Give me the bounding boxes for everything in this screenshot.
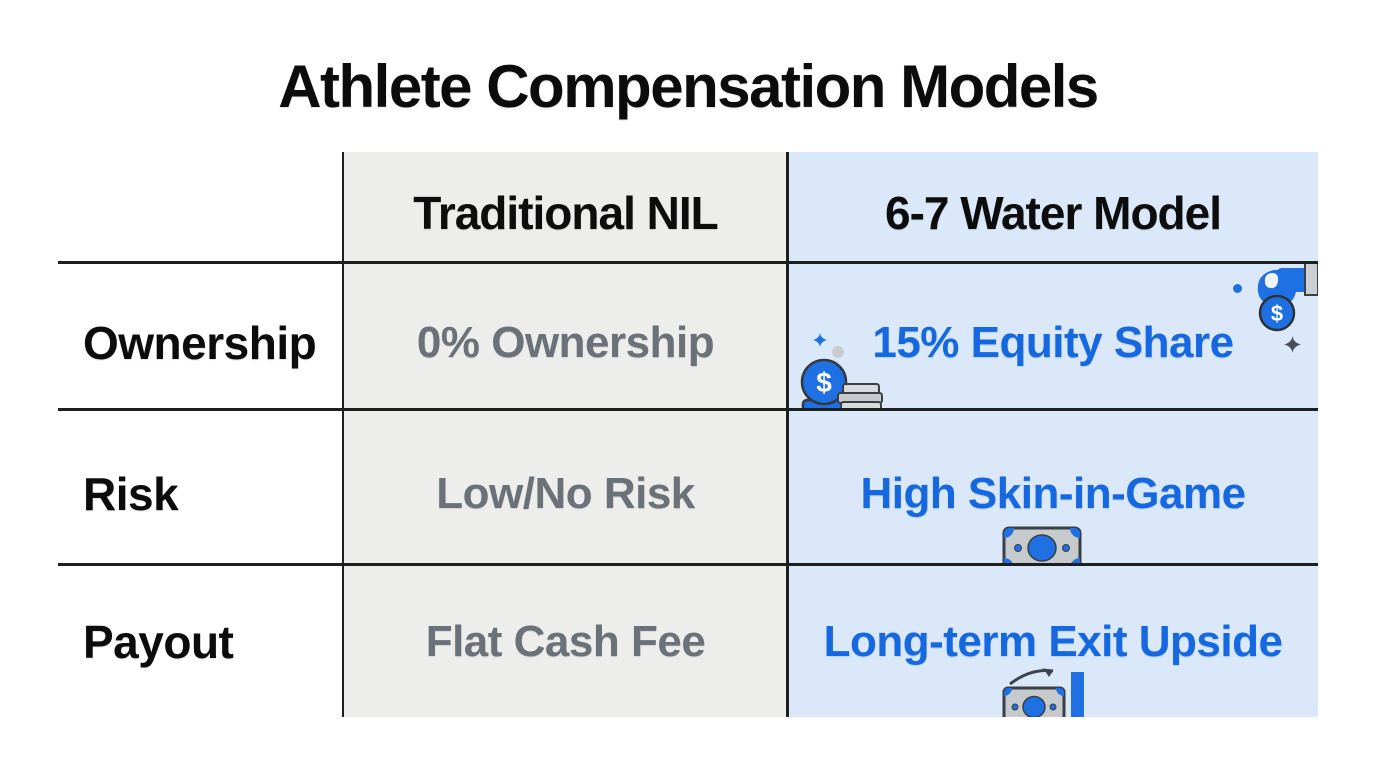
row-label-payout: Payout — [83, 616, 234, 668]
table-grid-line-horizontal — [58, 408, 1318, 411]
cell-water-payout: Long-term Exit Upside — [823, 617, 1283, 666]
table-grid-line-vertical — [342, 152, 344, 717]
table-grid-line-vertical — [786, 152, 789, 717]
sparkle-icon — [1284, 336, 1301, 353]
row-label-risk: Risk — [83, 467, 179, 520]
dot-icon — [1233, 284, 1242, 293]
coins-stack-icon: $ — [800, 358, 883, 411]
dollar-glyph: $ — [1271, 301, 1283, 326]
table-grid-line-horizontal — [58, 261, 1318, 264]
bar-icon — [1071, 672, 1084, 717]
banknote-growth-icon — [1002, 668, 1084, 717]
cell-traditional-ownership: 0% Ownership — [416, 317, 715, 367]
table-grid-line-horizontal — [58, 563, 1318, 566]
cell-traditional-payout: Flat Cash Fee — [425, 617, 706, 666]
column-header-water: 6-7 Water Model — [884, 186, 1222, 239]
cell-water-ownership: 15% Equity Share — [872, 317, 1234, 367]
sparkle-icon — [813, 333, 827, 347]
dollar-glyph: $ — [816, 367, 832, 398]
hand-giving-coin-icon: $ — [1257, 262, 1318, 332]
cell-traditional-risk: Low/No Risk — [436, 468, 695, 518]
cell-water-risk: High Skin-in-Game — [860, 468, 1246, 518]
row-label-ownership: Ownership — [83, 316, 317, 369]
page-title: Athlete Compensation Models — [278, 52, 1099, 120]
water-column-background — [788, 152, 1318, 717]
dot-icon — [832, 346, 844, 358]
column-header-traditional: Traditional NIL — [413, 186, 718, 239]
traditional-column-background — [343, 152, 788, 717]
payout-icon-clip — [995, 660, 1105, 717]
